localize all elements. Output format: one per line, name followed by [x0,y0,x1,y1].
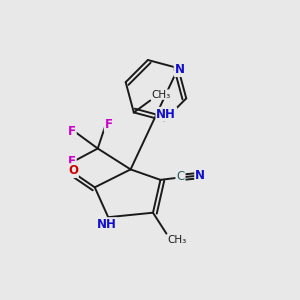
Text: NH: NH [156,108,176,121]
Text: O: O [68,164,78,177]
Text: CH₃: CH₃ [152,90,171,100]
Text: CH₃: CH₃ [167,235,187,245]
Text: NH: NH [97,218,117,231]
Text: N: N [195,169,205,182]
Text: F: F [68,125,76,138]
Text: F: F [68,154,76,167]
Text: C: C [176,170,184,183]
Text: N: N [175,63,184,76]
Text: F: F [105,118,113,131]
